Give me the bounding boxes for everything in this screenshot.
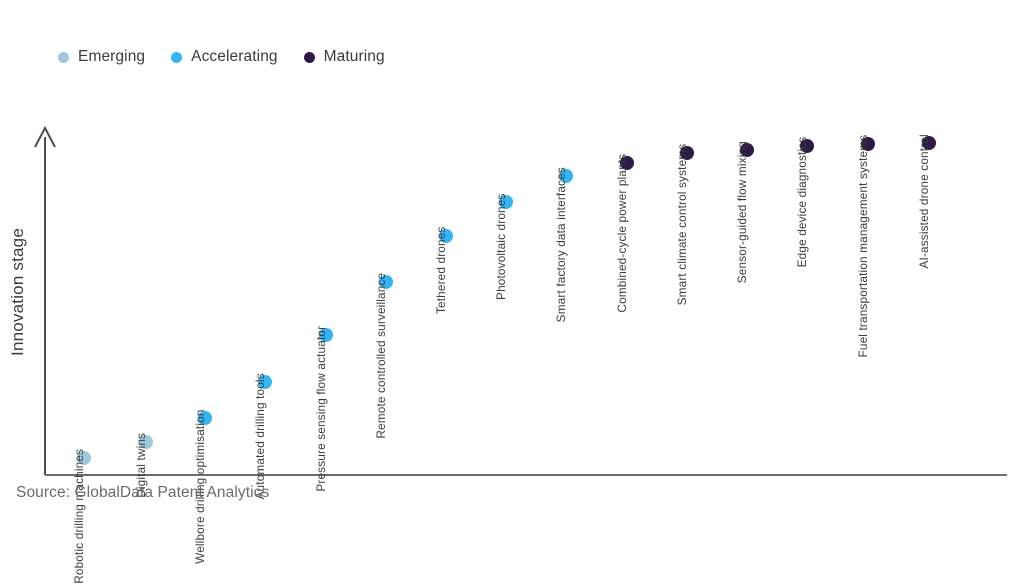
data-point-dot[interactable] [861,137,875,151]
data-point-label: Sensor-guided flow mixing [735,141,749,284]
legend-item-accelerating[interactable]: Accelerating [171,48,278,66]
data-point-dot[interactable] [620,156,634,170]
data-point-dot[interactable] [800,139,814,153]
chart-axes [34,125,1007,476]
legend-dot-icon [171,51,183,63]
data-point-label: Smart climate control systems [675,144,689,306]
data-point-dot[interactable] [77,451,91,465]
data-point-dot[interactable] [379,275,393,289]
data-point-dot[interactable] [319,328,333,342]
y-axis-title: Innovation stage [8,228,27,356]
legend-item-label: Emerging [78,48,146,65]
legend-dot-icon [58,51,69,63]
data-point-label: Remote controlled surveillance [374,273,388,439]
data-point-dot[interactable] [198,411,212,425]
data-point-label: Robotic drilling machines [72,449,86,584]
legend-item-label: Accelerating [191,48,278,65]
data-point-dot[interactable] [680,146,694,160]
data-point-label: Pressure sensing flow actuator [314,326,328,492]
data-point-dot[interactable] [559,169,573,183]
data-point-label: Combined-cycle power plants [615,154,629,313]
legend-item-label: Maturing [323,48,385,65]
data-point-label: Smart factory data interfaces [554,167,568,323]
data-point-label: Tethered drones [434,227,448,315]
data-point-dot[interactable] [258,375,272,389]
data-point-dot[interactable] [922,136,936,150]
legend-dot-icon [303,51,315,63]
data-point-label: Edge device diagnostics [795,137,809,268]
data-point-label: Automated drilling tools [253,373,267,500]
source-note: Source: GlobalData Patent Analytics [16,484,270,501]
data-point-label: Photovoltaic drones [494,193,508,300]
y-axis-arrowhead [34,125,56,148]
data-point-dot[interactable] [139,435,153,449]
legend-item-emerging[interactable]: Emerging [58,48,145,66]
data-point-dot[interactable] [499,195,513,209]
legend-item-maturing[interactable]: Maturing [303,48,385,66]
data-point-label: AI-assisted drone control [917,134,931,269]
chart-legend: Emerging Accelerating Maturing [58,45,385,69]
data-point-dot[interactable] [740,143,754,157]
plot-area: Innovation stage Robotic drilling machin… [8,125,1007,584]
data-point-dot[interactable] [439,229,453,243]
data-point-label: Fuel transportation management systems [856,135,870,358]
